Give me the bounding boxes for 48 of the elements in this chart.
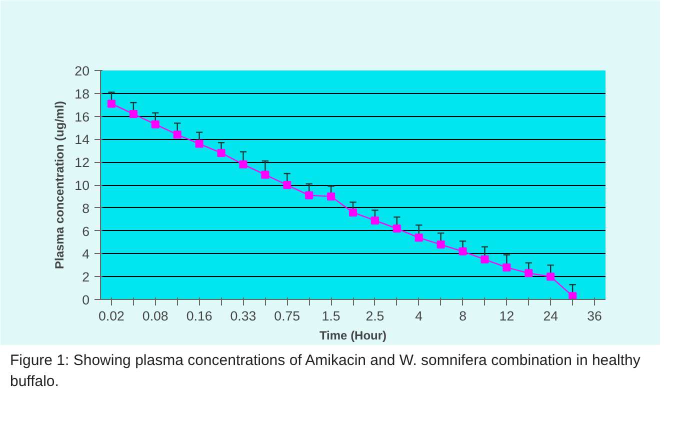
x-tick-label: 4 xyxy=(415,308,424,324)
x-tick-label: 1.5 xyxy=(322,308,340,324)
point xyxy=(173,130,182,139)
y-tick-label: 2 xyxy=(82,270,90,285)
x-tick-label: 8 xyxy=(459,308,466,324)
y-tick-label: 0 xyxy=(82,292,90,308)
point xyxy=(436,240,445,249)
point xyxy=(392,224,401,233)
y-tick-label: 16 xyxy=(74,109,90,124)
point xyxy=(546,272,555,281)
point xyxy=(261,170,270,179)
point xyxy=(305,191,314,200)
y-tick-label: 18 xyxy=(74,86,90,102)
point xyxy=(151,120,160,128)
point xyxy=(414,234,423,242)
y-tick-label: 10 xyxy=(74,178,90,193)
point xyxy=(129,110,138,118)
y-tick-label: 20 xyxy=(74,64,90,78)
x-tick-label: 0.16 xyxy=(186,308,212,324)
y-tick-label: 8 xyxy=(82,200,90,216)
x-tick-label: 0.75 xyxy=(274,308,300,324)
point xyxy=(283,181,292,189)
x-tick-label: 0.08 xyxy=(142,308,168,324)
y-tick-label: 14 xyxy=(74,132,90,148)
y-tick-label: 6 xyxy=(82,224,90,239)
point xyxy=(107,100,116,108)
point xyxy=(458,247,467,256)
point xyxy=(195,140,204,148)
point xyxy=(480,255,489,264)
x-tick-label: 2.5 xyxy=(366,308,384,324)
point xyxy=(568,292,577,300)
point xyxy=(370,216,379,224)
point xyxy=(502,263,511,272)
y-tick-label: 4 xyxy=(82,246,90,262)
y-axis-title: Plasma concentration (ug/ml) xyxy=(52,100,67,270)
x-tick-label: 24 xyxy=(543,308,559,324)
x-axis-title: Time (Hour) xyxy=(319,328,387,342)
y-tick-label: 12 xyxy=(74,155,90,170)
x-tick-label: 36 xyxy=(587,308,602,324)
point xyxy=(524,269,533,278)
point xyxy=(349,208,357,216)
point xyxy=(327,192,336,200)
point xyxy=(239,160,248,168)
x-tick-label: 0.02 xyxy=(98,308,124,324)
caption: Figure 1: Showing plasma concentrations of Amikacin and W. somnifera combination in healthy buffalo. xyxy=(10,351,642,392)
point xyxy=(217,148,226,157)
x-tick-label: 0.33 xyxy=(230,308,256,324)
x-tick-label: 12 xyxy=(499,308,514,324)
